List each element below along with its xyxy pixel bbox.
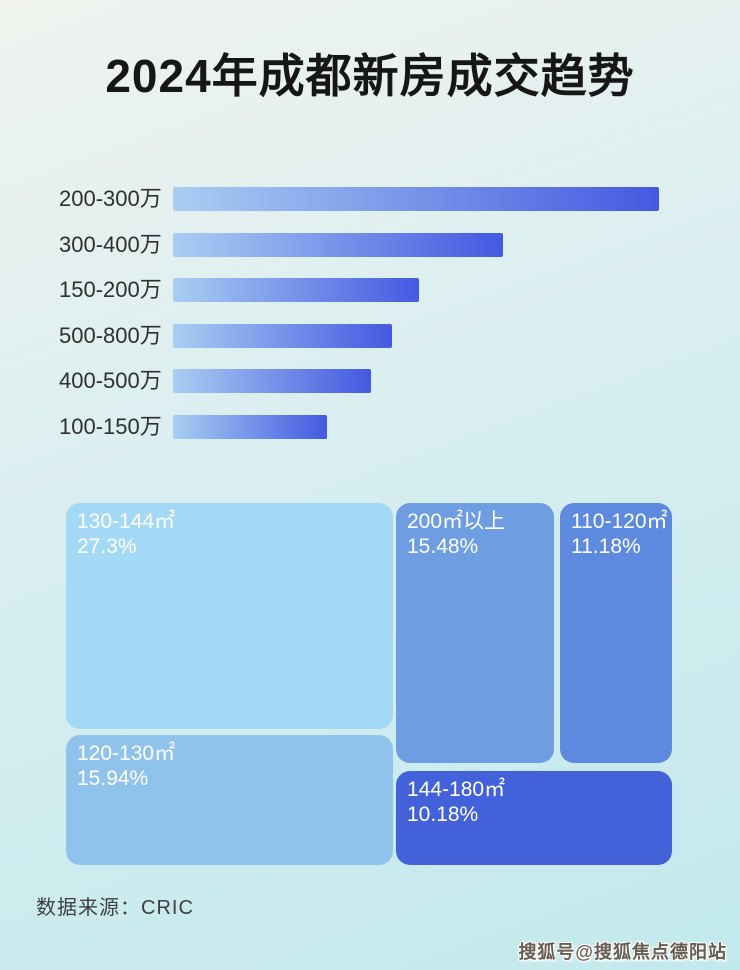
treemap-block-label: 110-120㎡ (571, 510, 668, 533)
bar-category-label: 500-800万 (59, 322, 162, 348)
page-title: 2024年成都新房成交趋势 (105, 50, 635, 102)
bar-row: 300-400万 (0, 231, 740, 257)
bar-category-label: 300-400万 (59, 231, 162, 257)
treemap-block-percent: 11.18% (571, 535, 641, 558)
bar-category-label: 200-300万 (59, 186, 162, 211)
bar-row: 500-800万 (0, 322, 740, 348)
bar-category-label: 150-200万 (59, 277, 162, 302)
bar (173, 414, 328, 439)
bar (173, 232, 504, 257)
treemap-block-label: 144-180㎡ (407, 778, 506, 801)
treemap-block-144-180: 144-180㎡ 10.18% (396, 771, 672, 865)
treemap-block-label: 200㎡以上 (407, 510, 506, 533)
treemap-block-200-plus: 200㎡以上 15.48% (396, 503, 554, 763)
bar-track (173, 232, 659, 257)
area-size-treemap: 130-144㎡ 27.3% 120-130㎡ 15.94% 200㎡以上 15… (66, 503, 672, 865)
treemap-block-130-144: 130-144㎡ 27.3% (66, 503, 393, 729)
treemap-block-label: 120-130㎡ (77, 742, 176, 765)
treemap-block-label: 130-144㎡ (77, 510, 176, 533)
bar-track (173, 278, 659, 302)
bar-row: 100-150万 (0, 413, 740, 439)
watermark: 搜狐号@搜狐焦点德阳站 (518, 942, 727, 962)
bar (173, 187, 659, 211)
bar-row: 200-300万 (0, 187, 740, 211)
treemap-block-percent: 27.3% (77, 535, 137, 558)
bar (173, 369, 371, 393)
treemap-block-120-130: 120-130㎡ 15.94% (66, 735, 393, 865)
treemap-block-percent: 15.94% (77, 767, 149, 790)
price-range-bar-chart: 200-300万 300-400万 150-200万 500-800万 400-… (0, 187, 740, 460)
bar-row: 400-500万 (0, 369, 740, 393)
data-source-label: 数据来源：CRIC (36, 897, 194, 919)
bar-track (173, 369, 659, 393)
bar-row: 150-200万 (0, 278, 740, 302)
bar-category-label: 100-150万 (59, 413, 162, 439)
bar-track (173, 323, 659, 348)
treemap-block-percent: 10.18% (407, 803, 479, 826)
bar (173, 278, 419, 302)
treemap-block-110-120: 110-120㎡ 11.18% (560, 503, 672, 763)
bar-track (173, 414, 659, 439)
bar-category-label: 400-500万 (59, 368, 162, 393)
treemap-block-percent: 15.48% (407, 535, 479, 558)
bar (173, 323, 393, 348)
bar-track (173, 187, 659, 211)
